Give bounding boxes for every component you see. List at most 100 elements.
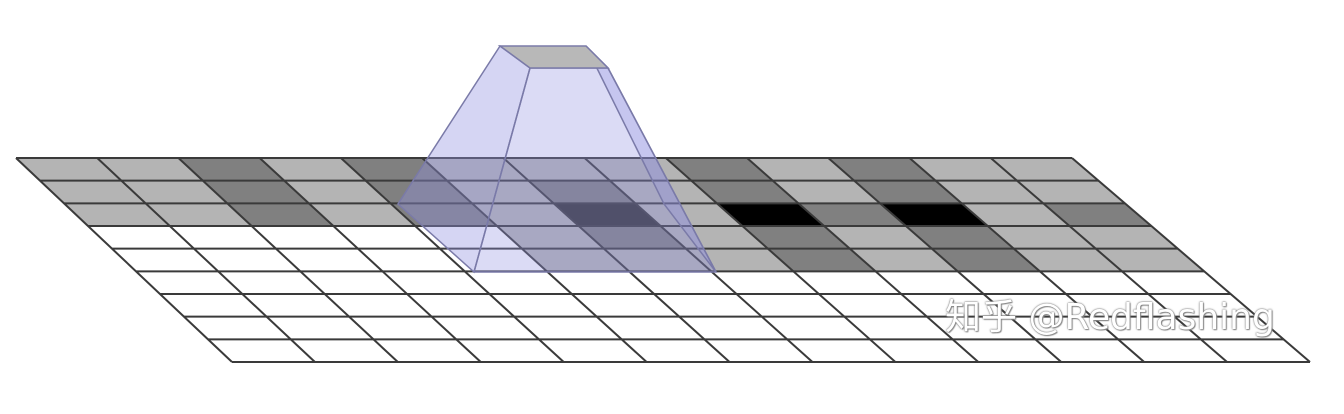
grid-cell [596,316,705,340]
grid-cell [447,180,554,204]
grid-cell [16,158,122,181]
grid-cell [629,271,737,294]
grid-cell [259,158,366,181]
grid-cell [64,203,170,226]
grid-cell [987,226,1096,249]
grid-cell [798,203,906,226]
grid-cell [422,158,529,181]
grid-cell [1039,271,1149,294]
grid-cell [869,339,979,362]
grid-col-line [583,157,814,363]
grid-cell [284,180,391,204]
grid-cell [909,158,1017,181]
grid-cell [1013,248,1123,272]
grid-col-line [421,157,648,363]
grid-cell [603,248,712,272]
grid-cell [849,248,958,272]
grid-cell [528,180,636,204]
grid-cell [538,339,647,362]
grid-cell [112,248,219,272]
grid-cell [489,294,597,317]
grid-cell [333,226,440,249]
grid-col-line [177,157,399,363]
grid-cell [854,180,962,204]
grid-cell [160,294,267,317]
grid-col-line [96,157,316,363]
grid-cell [1065,294,1175,317]
grid-col-line [746,157,979,363]
grid-cell [324,294,432,317]
grid-cell [635,203,743,226]
grid-cell [716,203,825,226]
grid-cell [251,226,358,249]
grid-cell [711,271,819,294]
grid-cell [609,180,717,204]
grid-cell [1043,203,1152,226]
grid-cell [169,226,276,249]
grid-cell [349,316,457,340]
grid-col-line [1071,157,1311,363]
grid-cell [472,203,579,226]
grid-cell [121,180,228,204]
grid-cell [704,339,813,362]
grid-col-line [827,157,1062,363]
grid-cell [824,226,932,249]
grid-cell [1148,294,1258,317]
grid-col-line [990,157,1228,363]
grid-cell [742,226,850,249]
grid-cell [952,339,1062,362]
grid-cell [431,316,539,340]
grid-cell [521,248,629,272]
grid-cell [935,180,1044,204]
grid-col-line [502,157,731,363]
grid-cell [456,339,564,362]
grid-col-line [259,157,482,363]
grid-cell [983,294,1092,317]
grid-cell [767,248,876,272]
grid-cell [88,226,194,249]
grid-cell [761,316,870,340]
watermark: 知乎 @Redflashing [945,297,1275,338]
grid-cell [1069,226,1178,249]
grid-cell [1095,248,1205,272]
grid-cell [828,158,936,181]
grid-cell [290,339,398,362]
grid-cell [747,158,855,181]
receptive-field-cone [397,44,718,274]
grid-cell [1035,339,1145,362]
grid-cell [382,271,490,294]
grid-cell [1174,316,1284,340]
grid-cell [178,158,285,181]
grid-cell [660,226,768,249]
grid-cell [578,226,686,249]
grid-cell [1122,271,1231,294]
grid-cell [679,316,788,340]
grid-cell [1200,339,1310,362]
grid-cell [772,180,881,204]
grid-cell [464,271,572,294]
grid-cell [308,203,416,226]
grid-cell [373,339,481,362]
grid-cell [990,158,1099,181]
grid-cell [340,158,448,181]
grid-cell [691,180,799,204]
grid-cell [266,316,374,340]
grid-col-line [665,157,897,363]
grid-cell [553,203,661,226]
grid-cell [503,158,610,181]
grid-cell [844,316,953,340]
grid-cell [1118,339,1228,362]
grid-cell [227,203,334,226]
grid-cell [136,271,243,294]
grid-cell [357,248,465,272]
grid-cell [514,316,622,340]
grid-cell [926,316,1036,340]
grid-cell [97,158,203,181]
grid-cell [407,294,515,317]
grid-cell [145,203,252,226]
grid-lines [15,157,1311,363]
grid-cell [901,294,1010,317]
grid-cell [194,248,301,272]
grid-cell [40,180,146,204]
